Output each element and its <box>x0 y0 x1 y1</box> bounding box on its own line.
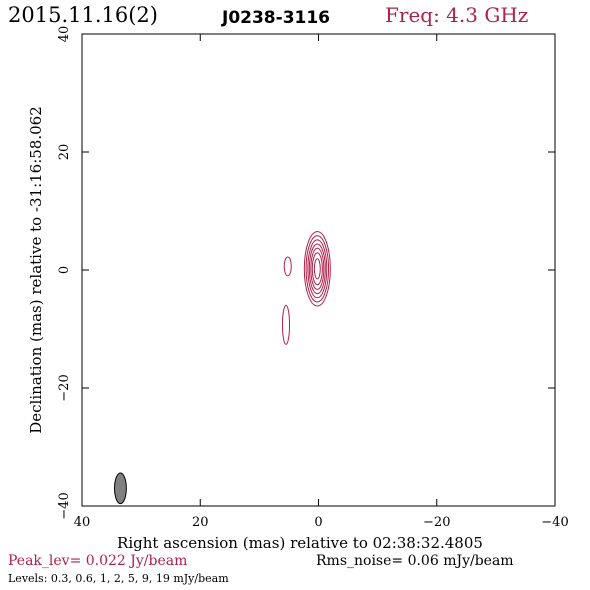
jet-component-contour <box>281 304 291 345</box>
plot-frame <box>81 33 556 507</box>
x-tick-label: 0 <box>314 515 322 530</box>
x-tick-labels: 40 20 0 −20 −40 <box>74 515 569 530</box>
contour-lines <box>281 231 331 345</box>
x-tick-label: 40 <box>74 515 91 530</box>
x-axis-label: Right ascension (mas) relative to 02:38:… <box>117 534 483 552</box>
observation-date: 2015.11.16(2) <box>8 3 158 27</box>
beam-ellipse <box>114 472 127 505</box>
x-tick-label: −40 <box>541 515 568 530</box>
y-tick-labels: −40 −20 0 20 40 <box>57 26 72 520</box>
axis-ticks <box>81 33 556 507</box>
core-contour <box>307 239 328 299</box>
y-tick-label: −40 <box>57 492 72 519</box>
beam-shape <box>114 472 127 505</box>
y-tick-label: 20 <box>57 144 72 161</box>
core-contour <box>308 243 326 295</box>
core-contour <box>311 252 323 286</box>
y-tick-label: −20 <box>57 374 72 401</box>
rms-noise: Rms_noise= 0.06 mJy/beam <box>316 553 514 569</box>
jet-component-contour <box>283 256 292 277</box>
x-tick-label: 20 <box>192 515 209 530</box>
core-contour <box>313 258 321 280</box>
contour-levels: Levels: 0.3, 0.6, 1, 2, 5, 9, 19 mJy/bea… <box>8 572 229 585</box>
y-tick-label: 40 <box>57 26 72 43</box>
core-contour <box>310 247 325 290</box>
x-tick-label: −20 <box>423 515 450 530</box>
y-axis-label: Declination (mas) relative to -31:16:58.… <box>27 106 45 434</box>
source-name: J0238-3116 <box>222 8 331 28</box>
core-contour <box>303 231 331 307</box>
y-tick-label: 0 <box>57 266 72 274</box>
frequency-label: Freq: 4.3 GHz <box>385 3 529 27</box>
peak-level: Peak_lev= 0.022 Jy/beam <box>8 553 188 569</box>
core-contour <box>305 235 330 303</box>
